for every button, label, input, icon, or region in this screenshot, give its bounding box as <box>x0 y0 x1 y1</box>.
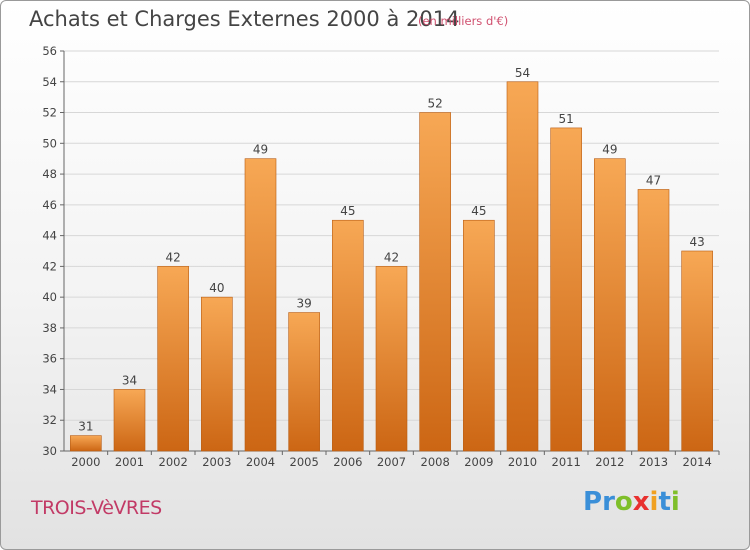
x-tick-label: 2012 <box>595 455 624 469</box>
x-tick-label: 2002 <box>159 455 188 469</box>
logo-letter: i <box>649 487 659 517</box>
logo-letter: o <box>614 487 633 517</box>
x-tick-label: 2013 <box>639 455 668 469</box>
bar <box>375 266 408 452</box>
bar <box>550 127 582 452</box>
axes: 30 32 34 36 38 40 42 44 46 48 50 52 54 56 2000 2001 2002… <box>42 44 720 469</box>
y-tick-label: 52 <box>42 106 57 120</box>
y-tick-label: 36 <box>42 352 57 366</box>
bar <box>70 435 102 452</box>
y-tick-label: 38 <box>42 321 57 335</box>
data-label: 42 <box>166 250 181 264</box>
chart-title: Achats et Charges Externes 2000 à 2014 <box>29 7 460 31</box>
data-label: 39 <box>297 297 312 311</box>
bar <box>244 158 277 452</box>
y-tick-label: 32 <box>42 413 57 427</box>
data-label: 40 <box>209 281 224 295</box>
x-tick-label: 2000 <box>71 455 100 469</box>
x-tick-label: 2009 <box>464 455 493 469</box>
x-tick-label: 2008 <box>421 455 450 469</box>
x-tick-label: 2005 <box>290 455 319 469</box>
y-tick-label: 40 <box>42 290 57 304</box>
bar <box>201 296 233 452</box>
bar <box>288 312 320 452</box>
y-tick-label: 34 <box>42 382 57 396</box>
y-tick-label: 30 <box>42 444 57 458</box>
bar <box>681 250 713 452</box>
bar <box>463 219 495 452</box>
logo-letter: P <box>583 487 603 517</box>
data-label: 49 <box>253 143 268 157</box>
logo-letter: r <box>602 487 615 517</box>
x-tick-label: 2010 <box>508 455 537 469</box>
data-labels: 31 34 42 40 49 39 45 42 52 45 54 51 49 47 43 <box>78 66 705 434</box>
bars <box>70 81 713 452</box>
data-label: 42 <box>384 250 399 264</box>
bar <box>506 81 539 452</box>
x-tick-label: 2003 <box>202 455 231 469</box>
bar <box>157 266 189 452</box>
data-label: 49 <box>602 143 617 157</box>
proxiti-logo[interactable]: Proxiti <box>583 487 680 517</box>
y-tick-label: 42 <box>42 259 57 273</box>
bar <box>419 112 451 452</box>
y-tick-label: 48 <box>42 167 57 181</box>
data-label: 54 <box>515 66 530 80</box>
x-tick-label: 2006 <box>333 455 362 469</box>
y-tick-label: 50 <box>42 136 57 150</box>
data-label: 34 <box>122 373 137 387</box>
data-label: 47 <box>646 173 661 187</box>
data-label: 31 <box>78 420 93 434</box>
bar <box>332 219 364 452</box>
data-label: 52 <box>428 97 443 111</box>
unit-note: (en milliers d'€) <box>418 14 509 28</box>
y-tick-label: 54 <box>42 75 57 89</box>
y-tick-label: 46 <box>42 198 57 212</box>
data-label: 45 <box>340 204 355 218</box>
bar <box>113 389 146 452</box>
bar <box>594 158 626 452</box>
y-tick-label: 56 <box>42 44 57 58</box>
x-tick-label: 2011 <box>552 455 581 469</box>
bar <box>637 189 670 452</box>
commune-name: TROIS-VèVRES <box>31 497 162 519</box>
logo-letter: t <box>658 487 671 517</box>
data-label: 51 <box>559 112 574 126</box>
x-tick-label: 2007 <box>377 455 406 469</box>
x-tick-label: 2004 <box>246 455 275 469</box>
data-label: 45 <box>471 204 486 218</box>
logo-letter: i <box>670 487 680 517</box>
data-label: 43 <box>690 235 705 249</box>
x-tick-label: 2014 <box>683 455 712 469</box>
logo-letter: x <box>632 487 650 517</box>
y-tick-label: 44 <box>42 229 57 243</box>
x-tick-label: 2001 <box>115 455 144 469</box>
